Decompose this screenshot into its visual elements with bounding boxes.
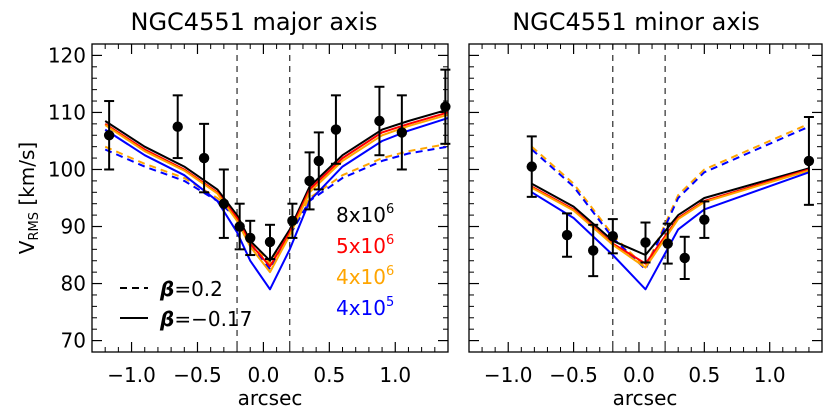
line-style-legend: β=0.2 β=−0.17 bbox=[120, 277, 252, 331]
major-y-tick-label: 80 bbox=[61, 272, 86, 296]
major-axis-xlabel: arcsec bbox=[238, 386, 303, 410]
y-axis-label-subscript: RMS bbox=[27, 212, 42, 241]
mass-label-4e5-exp: 5 bbox=[386, 295, 394, 310]
legend-solid-value: =−0.17 bbox=[174, 307, 252, 331]
major-data-point bbox=[245, 232, 256, 244]
major-model-line-5 bbox=[104, 117, 449, 291]
minor-data-point bbox=[640, 237, 651, 248]
y-axis-label-main: V bbox=[15, 240, 39, 254]
minor-x-tick-label: 1.0 bbox=[754, 363, 786, 387]
minor-data-point bbox=[679, 252, 690, 264]
mass-label-8e6: 8x106 bbox=[336, 202, 394, 227]
minor-data-point bbox=[561, 229, 573, 241]
major-model-line-0 bbox=[104, 142, 449, 265]
minor-data-point bbox=[699, 214, 710, 225]
major-x-tick-label: 0.0 bbox=[248, 363, 280, 387]
major-x-tick-label: 0.5 bbox=[313, 363, 345, 387]
minor-data-point bbox=[662, 238, 673, 249]
major-y-tick-label: 120 bbox=[48, 43, 86, 67]
minor-x-tick-label: −1.0 bbox=[484, 363, 533, 387]
major-data-point bbox=[172, 121, 183, 132]
minor-axis-xlabel: arcsec bbox=[613, 386, 678, 410]
minor-data-point bbox=[588, 245, 599, 256]
major-data-point bbox=[304, 175, 315, 187]
major-x-tick-label: −0.5 bbox=[173, 363, 222, 387]
minor-axis-title: NGC4551 minor axis bbox=[512, 8, 760, 36]
mass-label-8e6-exp: 6 bbox=[386, 202, 394, 217]
y-axis-label-unit: [km/s] bbox=[15, 142, 39, 212]
mass-label-4e6: 4x106 bbox=[336, 264, 394, 289]
major-model-line-4 bbox=[104, 113, 449, 274]
y-axis-label: VRMS [km/s] bbox=[15, 142, 42, 254]
mass-legend: 8x106 5x106 4x106 4x105 bbox=[336, 202, 394, 320]
minor-data-point bbox=[803, 155, 815, 167]
minor-axis-panel: NGC4551 minor axis −1.0 −0.5 0.0 0.5 1.0 arc… bbox=[468, 8, 823, 410]
major-data-point bbox=[313, 155, 324, 167]
mass-label-5e6-exp: 6 bbox=[386, 233, 394, 248]
major-data-point bbox=[374, 115, 385, 127]
mass-label-4e5: 4x105 bbox=[336, 295, 394, 320]
minor-x-tick-label: −0.5 bbox=[549, 363, 598, 387]
major-axis-plot-area: −1.0 −0.5 0.0 0.5 1.0 70 80 90 100 110 120 bbox=[48, 43, 451, 387]
major-data-point bbox=[396, 127, 408, 138]
legend-dashed-beta: β bbox=[159, 277, 174, 301]
major-axis-panel: NGC4551 major axis −1.0 −0.5 0.0 0.5 1.0 70 80… bbox=[15, 8, 451, 410]
major-data-point bbox=[198, 152, 210, 164]
major-y-tick-label: 90 bbox=[61, 215, 86, 239]
minor-axis-frame bbox=[468, 43, 823, 353]
mass-label-4e6-exp: 6 bbox=[386, 264, 394, 279]
major-axis-frame bbox=[91, 43, 449, 353]
major-model-line-1 bbox=[104, 145, 449, 271]
major-data-point bbox=[264, 236, 276, 248]
mass-label-8e6-base: 8x10 bbox=[336, 203, 386, 227]
major-y-tick-label: 100 bbox=[48, 157, 86, 181]
minor-data-point bbox=[526, 161, 537, 172]
minor-model-line-0 bbox=[531, 122, 810, 269]
major-data-point bbox=[218, 198, 230, 209]
mass-label-4e6-base: 4x10 bbox=[336, 265, 386, 289]
minor-x-tick-label: 0.5 bbox=[688, 363, 720, 387]
legend-solid-beta: β bbox=[159, 307, 174, 331]
legend-dashed-label: β=0.2 bbox=[159, 277, 223, 301]
minor-x-tick-label: 0.0 bbox=[623, 363, 655, 387]
major-model-line-2 bbox=[104, 108, 449, 262]
major-x-tick-label: −1.0 bbox=[107, 363, 156, 387]
major-data-point bbox=[103, 130, 115, 141]
minor-data-point bbox=[607, 231, 619, 242]
major-data-point bbox=[330, 124, 342, 135]
minor-model-line-1 bbox=[531, 125, 810, 271]
major-data-point bbox=[287, 215, 298, 227]
mass-label-4e5-base: 4x10 bbox=[336, 296, 386, 320]
legend-dashed-value: =0.2 bbox=[174, 277, 223, 301]
legend-solid-label: β=−0.17 bbox=[159, 307, 252, 331]
mass-label-5e6: 5x106 bbox=[336, 233, 394, 258]
major-x-tick-label: 1.0 bbox=[379, 363, 411, 387]
mass-label-5e6-base: 5x10 bbox=[336, 234, 386, 258]
major-data-point bbox=[440, 101, 451, 112]
major-y-tick-label: 110 bbox=[48, 100, 86, 124]
major-data-point bbox=[234, 221, 245, 232]
major-y-tick-label: 70 bbox=[61, 329, 86, 353]
minor-axis-plot-area: −1.0 −0.5 0.0 0.5 1.0 bbox=[469, 44, 823, 387]
major-axis-title: NGC4551 major axis bbox=[130, 8, 377, 36]
